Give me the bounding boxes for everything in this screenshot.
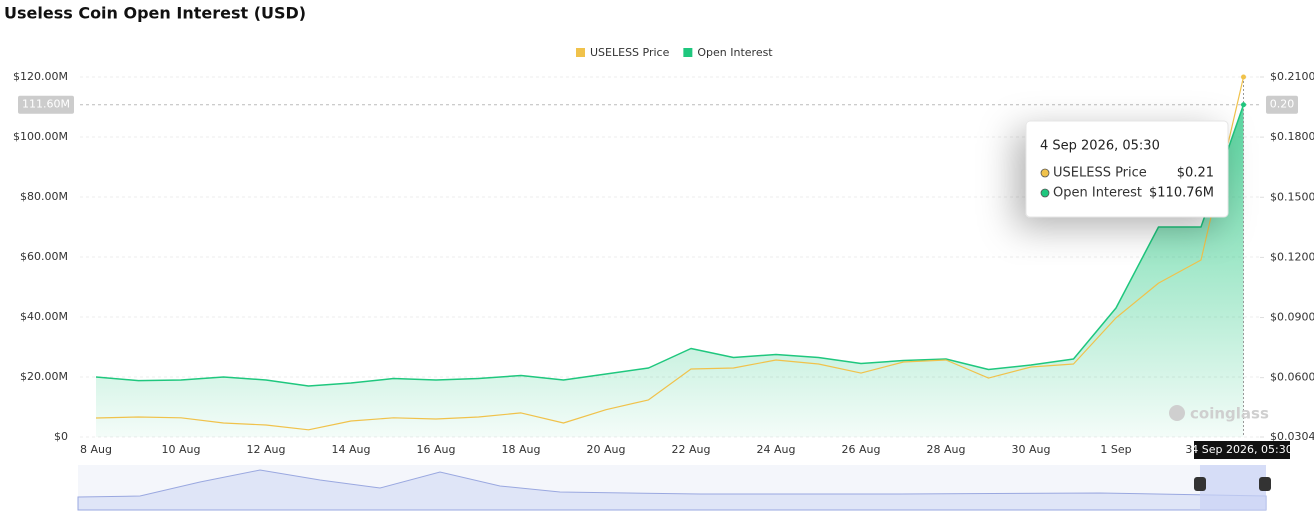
y2-tick-label: $0.1200 (1270, 250, 1314, 263)
x-tick-label: 8 Aug (80, 443, 112, 456)
watermark: coinglass (1190, 405, 1269, 423)
navigator-handle[interactable] (1194, 477, 1206, 491)
y2-tick-label: $0.1500 (1270, 190, 1314, 203)
y-tick-label: $80.00M (20, 190, 68, 203)
y2-tick-label: $0.1800 (1270, 130, 1314, 143)
x-tick-label: 20 Aug (587, 443, 626, 456)
legend-swatch (576, 48, 585, 57)
crosshair-right-label: 0.20 (1270, 98, 1295, 111)
chart-title: Useless Coin Open Interest (USD) (4, 4, 306, 23)
tooltip (1025, 120, 1229, 218)
x-tick-label: 22 Aug (672, 443, 711, 456)
x-tick-label: 28 Aug (927, 443, 966, 456)
x-label-box (1194, 441, 1290, 459)
y-tick-label: $20.00M (20, 370, 68, 383)
y2-tick-label: $0.0304 (1270, 430, 1314, 443)
tooltip-dot (1040, 188, 1050, 198)
y-tick-label: $100.00M (13, 130, 68, 143)
x-tick-label: 30 Aug (1012, 443, 1051, 456)
x-tick-label: 12 Aug (247, 443, 286, 456)
y-tick-label: $60.00M (20, 250, 68, 263)
x-tick-label: 16 Aug (417, 443, 456, 456)
crosshair-left-box (18, 95, 74, 114)
crosshair-right-box (1266, 95, 1298, 114)
y-tick-label: $0 (54, 430, 68, 443)
x-tick-label: 10 Aug (162, 443, 201, 456)
tooltip-dot (1040, 168, 1050, 178)
tooltip-name: Open Interest (1053, 186, 1142, 201)
navigator-handle[interactable] (1259, 477, 1271, 491)
navigator-window (1200, 465, 1266, 510)
oi-area (96, 104, 1244, 437)
y2-tick-label: $0.0900 (1270, 311, 1314, 324)
hover-dot (1241, 102, 1246, 108)
y2-tick-label: $0.0600 (1270, 371, 1314, 384)
tooltip-title: 4 Sep 2026, 05:30 (1040, 139, 1160, 154)
tooltip-value: $0.21 (1177, 166, 1214, 181)
crosshair-left-label: 111.60M (22, 98, 70, 111)
legend-label: USELESS Price (590, 46, 670, 59)
tooltip-value: $110.76M (1149, 186, 1214, 201)
hover-dot (1241, 74, 1246, 80)
y-tick-label: $120.00M (13, 70, 68, 83)
oi-line (95, 104, 1245, 387)
y-tick-label: $40.00M (20, 310, 68, 323)
watermark-icon (1169, 405, 1185, 421)
y2-tick-label: $0.2100 (1270, 70, 1314, 83)
tooltip-name: USELESS Price (1053, 166, 1147, 181)
x-tick-label: 1 Sep (1100, 443, 1131, 456)
x-tick-label: 24 Aug (757, 443, 796, 456)
price-line (95, 76, 1245, 431)
legend-swatch (683, 48, 693, 57)
legend-label: Open Interest (697, 46, 773, 59)
x-crosshair-label: 4 Sep 2026, 05:30 (1191, 443, 1292, 456)
x-tick-label: 26 Aug (842, 443, 881, 456)
x-tick-label: 18 Aug (502, 443, 541, 456)
x-tick-label: 14 Aug (332, 443, 371, 456)
